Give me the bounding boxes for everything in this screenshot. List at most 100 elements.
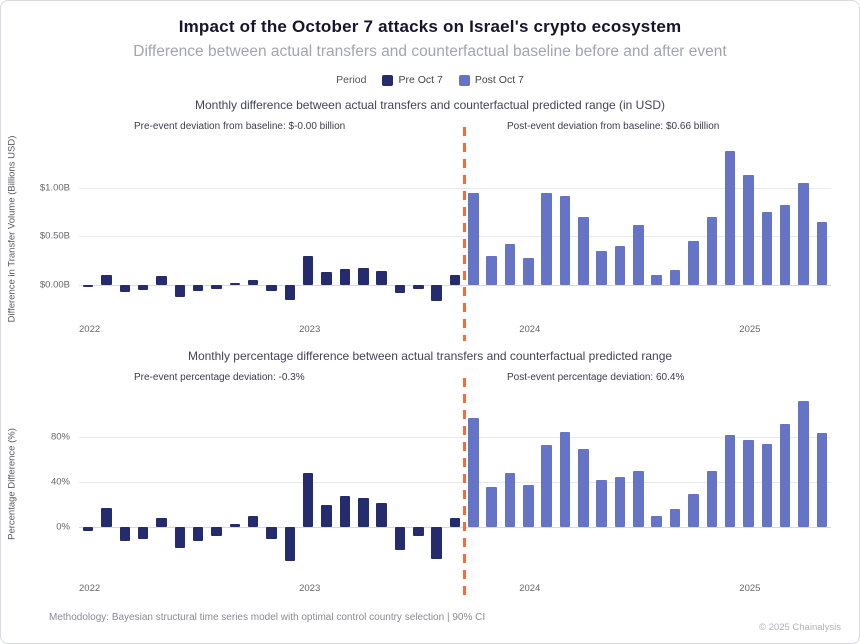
bar-2024-10 <box>688 241 699 285</box>
bar-2024-01 <box>523 257 534 285</box>
bar-2023-09 <box>449 518 461 528</box>
percentage-plot-area: 2022 2023 2024 2025 <box>79 378 831 600</box>
chart-row: Difference in Transfer Volume (Billions … <box>1 127 859 341</box>
bar-2023-05 <box>376 502 387 528</box>
bar-2023-11 <box>486 486 497 528</box>
y-tick-label: 80% <box>50 431 70 443</box>
y-axis-label-wrap: Percentage Difference (%) <box>1 390 23 578</box>
bar-2024-04 <box>578 448 589 528</box>
bar-2023-05 <box>376 271 387 285</box>
legend-item-post-oct7: Post Oct 7 <box>458 74 524 86</box>
annotation-row: Pre-event percentage deviation: -0.3% Po… <box>79 372 831 387</box>
bar-2024-09 <box>669 509 681 528</box>
bar-2025-02 <box>761 212 773 285</box>
bar-2023-12 <box>504 244 516 285</box>
bar-2023-08 <box>431 284 442 302</box>
bar-2023-03 <box>339 269 351 285</box>
bar-2023-10 <box>468 192 479 285</box>
bar-2022-11 <box>266 284 277 291</box>
bar-2022-08 <box>211 527 222 537</box>
bar-2022-06 <box>174 527 186 548</box>
bar-2023-01 <box>302 255 314 285</box>
x-tick-label: 2023 <box>299 324 321 335</box>
bar-2023-09 <box>449 275 461 285</box>
pre-event-annotation: Pre-event deviation from baseline: $-0.0… <box>134 121 346 132</box>
page-title: Impact of the October 7 attacks on Israe… <box>178 17 682 36</box>
bar-2023-10 <box>468 418 479 528</box>
x-tick-label: 2022 <box>79 324 101 335</box>
header: Impact of the October 7 attacks on Israe… <box>1 17 859 61</box>
bar-2023-04 <box>358 498 369 528</box>
x-tick-label: 2025 <box>739 583 761 594</box>
bar-2022-12 <box>284 284 296 301</box>
y-axis-label: Percentage Difference (%) <box>6 428 18 540</box>
chart-title: Monthly percentage difference between ac… <box>187 349 673 363</box>
bar-2022-01 <box>82 527 94 531</box>
x-tick-label: 2025 <box>739 324 761 335</box>
bar-2025-05 <box>816 432 828 528</box>
bar-2023-04 <box>358 268 369 285</box>
y-tick-label: 40% <box>50 476 70 488</box>
legend-item-pre-oct7: Pre Oct 7 <box>382 74 443 86</box>
bar-2022-01 <box>82 284 94 287</box>
bar-2023-07 <box>413 527 424 537</box>
y-axis-tick-gutter: $0.00B $0.50B $1.00B <box>23 139 79 319</box>
bar-2023-02 <box>321 504 332 528</box>
bar-2024-07 <box>633 471 644 528</box>
bar-2022-06 <box>174 284 186 298</box>
gridline <box>79 187 831 189</box>
event-date-line <box>462 127 466 341</box>
usd-plot-area: 2022 2023 2024 2025 <box>79 127 831 341</box>
bar-2024-07 <box>633 224 644 285</box>
bar-2024-02 <box>541 192 552 285</box>
bar-2024-11 <box>706 471 718 528</box>
bar-2024-08 <box>651 516 662 528</box>
bar-2024-06 <box>614 246 626 285</box>
legend-item-label: Pre Oct 7 <box>398 74 443 86</box>
bar-2024-03 <box>559 431 571 528</box>
bar-2025-01 <box>743 175 754 285</box>
bar-2024-10 <box>688 493 699 528</box>
bar-2023-11 <box>486 255 497 285</box>
pre-event-annotation: Pre-event percentage deviation: -0.3% <box>134 372 305 383</box>
x-tick-label: 2022 <box>79 583 101 594</box>
x-tick-label: 2024 <box>519 583 541 594</box>
gridline <box>79 284 831 286</box>
bar-2025-03 <box>779 205 791 285</box>
bar-2023-03 <box>339 495 351 528</box>
bar-2025-05 <box>816 221 828 285</box>
x-axis-spacer <box>1 319 859 337</box>
bar-2025-03 <box>779 423 791 528</box>
bar-2022-11 <box>266 527 277 539</box>
bar-2023-02 <box>321 272 332 285</box>
bar-2022-03 <box>119 284 131 292</box>
chart-title: Monthly difference between actual transf… <box>194 98 666 112</box>
bar-2023-08 <box>431 527 442 559</box>
post-oct7-swatch-icon <box>458 74 470 86</box>
bar-2024-03 <box>559 196 571 285</box>
bar-2024-02 <box>541 445 552 528</box>
bar-2022-05 <box>156 518 167 528</box>
bar-2025-01 <box>743 439 754 528</box>
bar-2024-04 <box>578 216 589 285</box>
bar-2022-12 <box>284 527 296 562</box>
usd-difference-chart-section: Monthly difference between actual transf… <box>1 98 859 341</box>
bar-2023-06 <box>394 284 406 293</box>
y-tick-label: $0.50B <box>39 230 70 242</box>
bar-2022-04 <box>137 527 149 539</box>
legend-title: Period <box>336 74 367 86</box>
bar-2023-12 <box>504 473 516 528</box>
bar-2024-11 <box>706 216 718 285</box>
copyright: © 2025 Chainalysis <box>759 622 841 633</box>
x-tick-label: 2024 <box>519 324 541 335</box>
x-axis-spacer <box>1 578 859 596</box>
bar-2024-08 <box>651 275 662 285</box>
event-date-line <box>462 378 466 600</box>
bar-2025-02 <box>761 444 773 528</box>
bar-2025-04 <box>798 182 809 285</box>
bar-2024-12 <box>724 435 736 528</box>
chart-row: Percentage Difference (%) 0% 40% 80% 2022 2… <box>1 378 859 600</box>
bar-2024-06 <box>614 476 626 528</box>
pre-oct7-swatch-icon <box>382 74 394 86</box>
